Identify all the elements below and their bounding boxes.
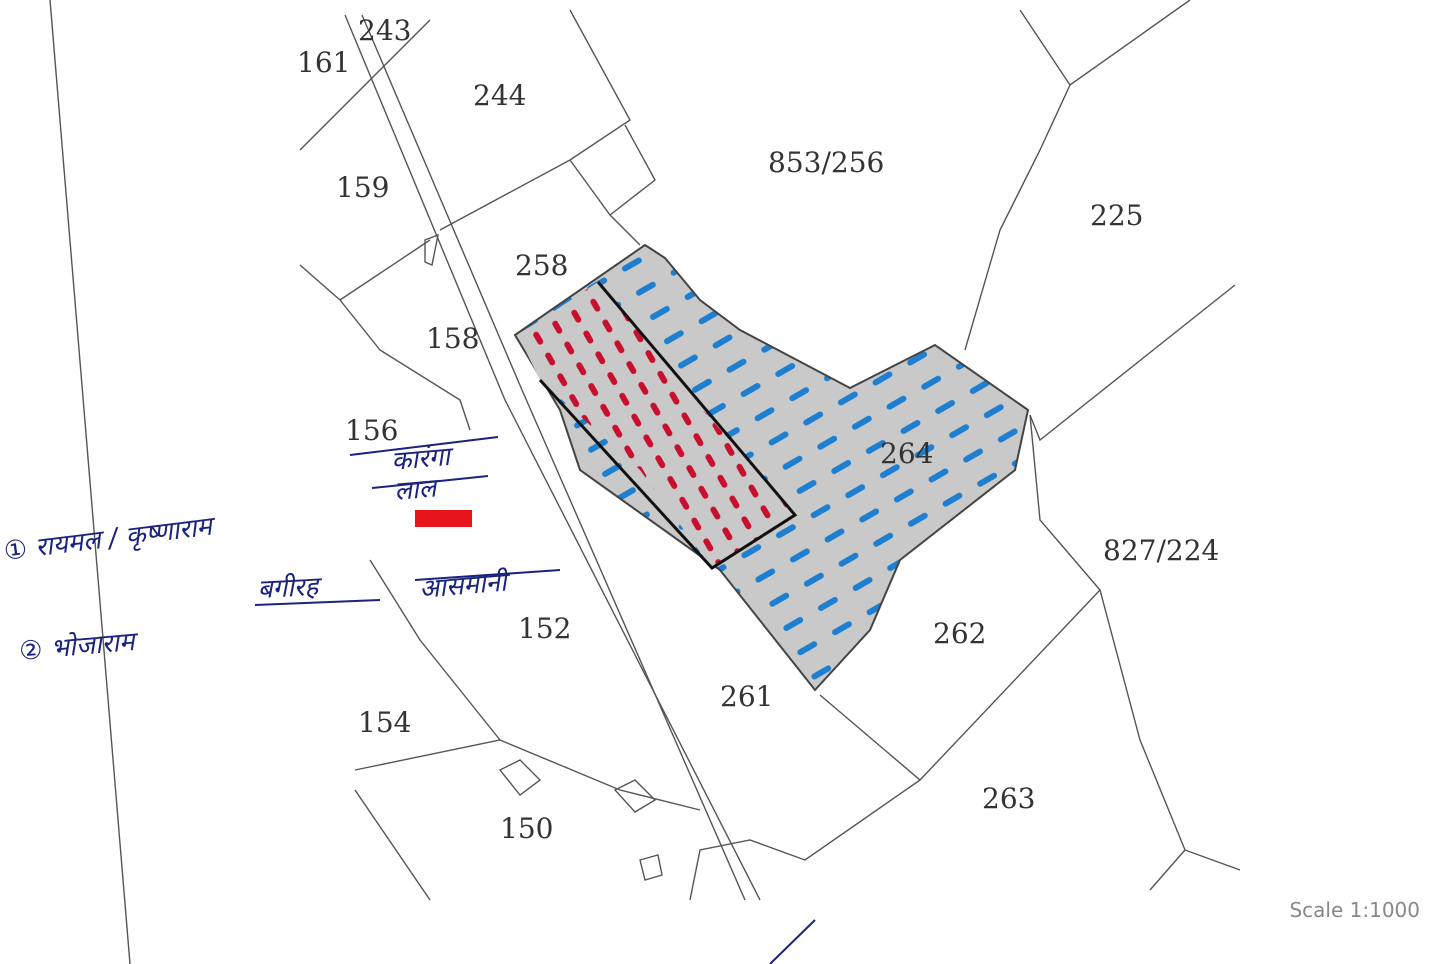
red-plot: [518, 282, 795, 568]
parcel-label: 264: [880, 437, 933, 470]
parcel-label: 159: [336, 171, 389, 204]
red-marker: [415, 510, 472, 527]
parcel-label: 152: [518, 612, 571, 645]
parcel-label: 261: [720, 680, 773, 713]
parcel-label: 244: [473, 79, 526, 112]
handwritten-note: ① रायमल / कृष्णाराम: [2, 511, 218, 567]
parcel-label: 263: [982, 782, 1035, 815]
handwritten-note: बगीरह: [257, 571, 324, 605]
handwritten-note: ② भोजाराम: [18, 626, 140, 667]
hand-lines: [254, 436, 561, 606]
parcel-label: 827/224: [1103, 534, 1219, 567]
parcel-label: 853/256: [768, 146, 884, 179]
scale-label: Scale 1:1000: [1289, 898, 1420, 922]
parcel-label: 243: [358, 14, 411, 47]
handwritten-note: आसमानी: [418, 566, 513, 605]
parcel-label: 156: [345, 414, 398, 447]
handwritten-note: कारंगा: [390, 442, 456, 477]
parcel-label: 158: [426, 322, 479, 355]
plot-outline: [538, 281, 798, 570]
parcel-label: 154: [358, 706, 411, 739]
parcel-label: 258: [515, 249, 568, 282]
parcel-label: 262: [933, 617, 986, 650]
handwritten-note: लाल: [393, 473, 443, 507]
parcel-lines: [49, 0, 1241, 964]
parcel-label: 161: [297, 46, 350, 79]
parcel-label: 225: [1090, 199, 1143, 232]
parcel-label: 150: [500, 812, 553, 845]
